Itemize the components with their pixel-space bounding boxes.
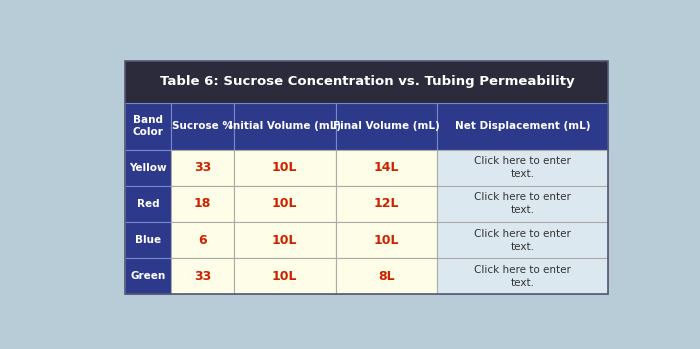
FancyBboxPatch shape xyxy=(125,258,172,295)
FancyBboxPatch shape xyxy=(172,222,234,258)
FancyBboxPatch shape xyxy=(335,222,437,258)
FancyBboxPatch shape xyxy=(125,149,172,186)
Text: 33: 33 xyxy=(194,161,211,174)
FancyBboxPatch shape xyxy=(172,103,234,149)
Text: Blue: Blue xyxy=(135,235,162,245)
FancyBboxPatch shape xyxy=(234,222,335,258)
Text: 12L: 12L xyxy=(374,198,399,210)
FancyBboxPatch shape xyxy=(172,186,234,222)
FancyBboxPatch shape xyxy=(335,149,437,186)
Text: Initial Volume (mL): Initial Volume (mL) xyxy=(229,121,341,131)
FancyBboxPatch shape xyxy=(234,258,335,295)
FancyBboxPatch shape xyxy=(125,186,172,222)
Text: Table 6: Sucrose Concentration vs. Tubing Permeability: Table 6: Sucrose Concentration vs. Tubin… xyxy=(160,75,574,88)
Text: Click here to enter
text.: Click here to enter text. xyxy=(474,192,571,215)
Text: 10L: 10L xyxy=(272,233,298,247)
Text: Red: Red xyxy=(137,199,160,209)
FancyBboxPatch shape xyxy=(335,103,437,149)
FancyBboxPatch shape xyxy=(437,258,608,295)
Text: 6: 6 xyxy=(198,233,207,247)
FancyBboxPatch shape xyxy=(335,258,437,295)
Text: Yellow: Yellow xyxy=(130,163,167,173)
Text: Click here to enter
text.: Click here to enter text. xyxy=(474,265,571,288)
FancyBboxPatch shape xyxy=(234,149,335,186)
Text: 14L: 14L xyxy=(374,161,399,174)
FancyBboxPatch shape xyxy=(234,103,335,149)
FancyBboxPatch shape xyxy=(437,149,608,186)
Text: Sucrose %: Sucrose % xyxy=(172,121,233,131)
Text: 8L: 8L xyxy=(378,270,395,283)
Text: Net Displacement (mL): Net Displacement (mL) xyxy=(455,121,590,131)
FancyBboxPatch shape xyxy=(125,222,172,258)
Text: 10L: 10L xyxy=(272,161,298,174)
FancyBboxPatch shape xyxy=(437,222,608,258)
FancyBboxPatch shape xyxy=(125,61,608,103)
Text: Click here to enter
text.: Click here to enter text. xyxy=(474,156,571,179)
FancyBboxPatch shape xyxy=(335,186,437,222)
Text: Green: Green xyxy=(131,272,166,281)
FancyBboxPatch shape xyxy=(437,103,608,149)
Text: 18: 18 xyxy=(194,198,211,210)
FancyBboxPatch shape xyxy=(172,149,234,186)
Text: 33: 33 xyxy=(194,270,211,283)
Text: 10L: 10L xyxy=(374,233,399,247)
Text: Band
Color: Band Color xyxy=(133,115,164,138)
FancyBboxPatch shape xyxy=(437,186,608,222)
FancyBboxPatch shape xyxy=(125,103,172,149)
Text: 10L: 10L xyxy=(272,198,298,210)
FancyBboxPatch shape xyxy=(172,258,234,295)
FancyBboxPatch shape xyxy=(234,186,335,222)
Text: Final Volume (mL): Final Volume (mL) xyxy=(332,121,440,131)
Text: 10L: 10L xyxy=(272,270,298,283)
Text: Click here to enter
text.: Click here to enter text. xyxy=(474,229,571,252)
